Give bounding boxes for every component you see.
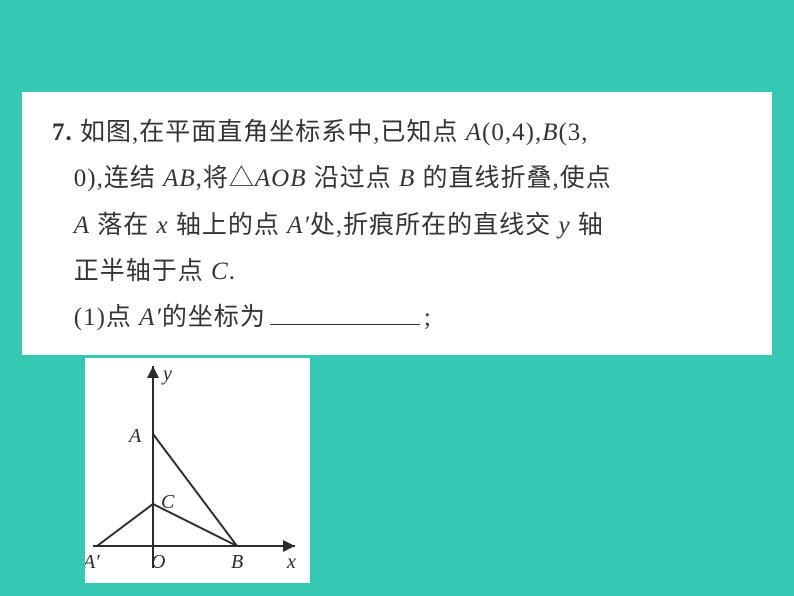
svg-text:y: y (161, 363, 172, 385)
B2: B (399, 165, 415, 192)
t1: 如图,在平面直角坐标系中,已知点 (80, 119, 466, 146)
problem-number: 7. (52, 119, 73, 146)
t3b: 轴上的点 (169, 212, 288, 239)
q1c: ; (424, 304, 432, 331)
t2c: 沿过点 (307, 165, 400, 192)
svg-text:A′: A′ (85, 551, 100, 573)
t3d: 轴 (571, 212, 604, 239)
svg-text:A: A (127, 425, 142, 447)
xax: x (157, 212, 169, 239)
lblA: A (466, 119, 482, 146)
answer-blank (270, 300, 420, 325)
coA: (0,4), (482, 119, 542, 146)
yax: y (558, 212, 570, 239)
t4b: . (229, 258, 236, 285)
A3: A (74, 212, 90, 239)
geometry-svg: A B O A′ Cx y (85, 358, 310, 583)
svg-text:x: x (286, 551, 296, 573)
svg-text:C: C (161, 491, 175, 513)
AB: AB (163, 165, 196, 192)
lblB: B (542, 119, 558, 146)
q1b: 的坐标为 (162, 304, 266, 331)
t4: 正半轴于点 (74, 258, 211, 285)
t2d: 的直线折叠,使点 (415, 165, 612, 192)
t2a: 0),连结 (74, 165, 163, 192)
t3a: 落在 (90, 212, 157, 239)
C: C (211, 258, 229, 285)
AOB: AOB (255, 165, 307, 192)
svg-text:O: O (151, 551, 165, 573)
svg-text:B: B (231, 551, 243, 573)
diagram: A B O A′ Cx y (85, 358, 310, 583)
t3c: 处,折痕所在的直线交 (310, 212, 559, 239)
q1a: (1)点 (74, 304, 139, 331)
q1Ap: A′ (139, 304, 162, 331)
Ap: A′ (287, 212, 310, 239)
coB: (3, (558, 119, 588, 146)
t2b: ,将△ (196, 165, 255, 192)
problem-card: 7. 如图,在平面直角坐标系中,已知点 A(0,4),B(3, 0),连结 AB… (22, 92, 772, 355)
problem-text: 7. 如图,在平面直角坐标系中,已知点 A(0,4),B(3, 0),连结 AB… (52, 110, 742, 341)
